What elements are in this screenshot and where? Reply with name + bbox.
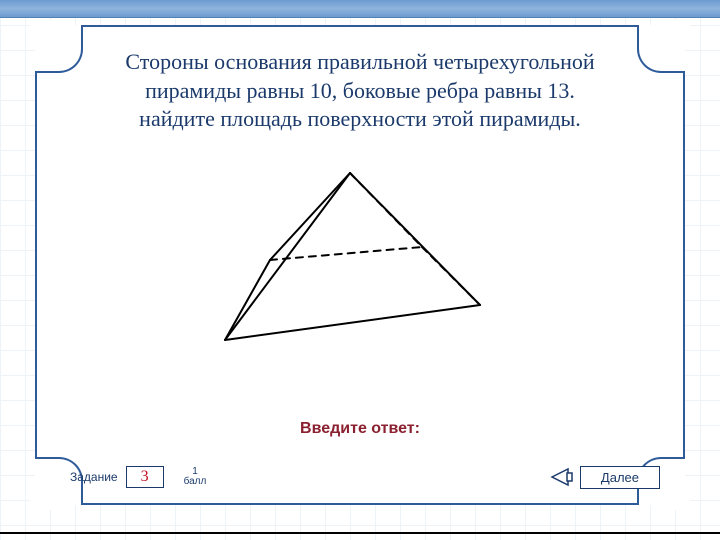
- pyramid-diagram: [200, 165, 500, 365]
- back-arrow-icon: [550, 467, 574, 487]
- top-bar: [0, 0, 720, 18]
- task-label: Задание: [70, 470, 118, 484]
- task-number-badge: 3: [126, 466, 164, 488]
- bottom-divider: [0, 532, 720, 534]
- question-line: найдите площадь поверхности этой пирамид…: [65, 105, 655, 134]
- answer-prompt: Введите ответ:: [0, 420, 720, 438]
- question-text: Стороны основания правильной четырехугол…: [65, 48, 655, 134]
- question-line: Стороны основания правильной четырехугол…: [65, 48, 655, 77]
- footer-bar: Задание 3 1 балл Далее: [70, 462, 660, 492]
- next-group: Далее: [550, 466, 660, 489]
- points-label: 1 балл: [184, 467, 207, 487]
- next-button[interactable]: Далее: [580, 466, 660, 489]
- question-line: пирамиды равны 10, боковые ребра равны 1…: [65, 77, 655, 106]
